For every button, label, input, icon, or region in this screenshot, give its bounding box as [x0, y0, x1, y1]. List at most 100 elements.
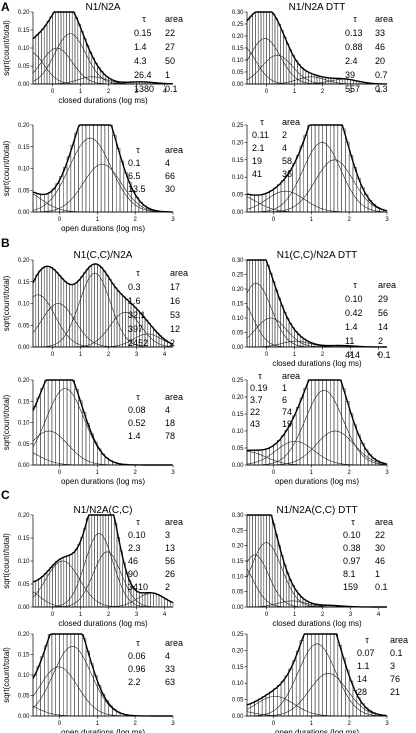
- x-tick-label: 1: [310, 470, 314, 476]
- tau-value: 2.4: [345, 56, 358, 66]
- tau-value: 557: [345, 84, 360, 94]
- y-tick-label: 0.30: [232, 10, 244, 16]
- histogram-chart: 0 1 2 3 0.00 0.05 0.10 0.15 0.20 0.25 open duratio…: [232, 371, 390, 486]
- area-value: 20: [375, 56, 385, 66]
- x-axis-label: open durations (log ms): [61, 477, 145, 486]
- area-value: 19: [282, 419, 292, 429]
- histogram-bar: [329, 379, 335, 466]
- area-value: 1: [375, 569, 380, 579]
- histogram-chart: 0 1 2 3 4 0.00 0.05 0.10 0.15 0.20 0.25 0.30 N1/N2A(…: [232, 505, 393, 628]
- histogram-bar: [122, 562, 126, 608]
- area-value: 14: [378, 322, 388, 332]
- area-value: 50: [165, 56, 175, 66]
- area-value: 12: [170, 324, 180, 334]
- histogram-bar: [252, 259, 256, 348]
- tau-value: 0.10: [343, 530, 361, 540]
- histogram-bar: [70, 144, 75, 213]
- histogram-bar: [85, 423, 91, 466]
- y-tick-label: 0.00: [18, 714, 30, 720]
- histogram-bar: [41, 28, 45, 85]
- tau-column-header: τ: [258, 371, 262, 381]
- histogram-bar: [150, 592, 154, 608]
- tau-value: 13.5: [128, 184, 146, 194]
- y-tick-label: 0.25: [232, 123, 244, 129]
- y-tick-label: 0.15: [18, 653, 30, 659]
- x-axis-label: open durations (log ms): [275, 477, 359, 486]
- histogram-bar: [261, 193, 267, 213]
- x-tick-label: 3: [349, 612, 353, 618]
- y-tick-label: 0.20: [18, 513, 30, 519]
- y-tick-label: 0.05: [232, 698, 244, 704]
- x-tick-label: 1: [96, 217, 100, 223]
- area-value: 27: [165, 42, 175, 52]
- area-value: 2: [170, 338, 175, 348]
- y-tick-label: 0.05: [18, 582, 30, 588]
- histogram-bar: [63, 11, 67, 85]
- tau-value: 0.42: [345, 308, 363, 318]
- tau-value: 90: [128, 569, 138, 579]
- y-tick-label: 0.25: [232, 22, 244, 28]
- histogram-bar: [51, 379, 56, 466]
- x-tick-label: 2: [107, 612, 111, 618]
- tau-value: 0.07: [357, 648, 375, 658]
- area-value: 0.1: [390, 648, 403, 658]
- histogram-bar: [116, 537, 121, 608]
- histogram-bar: [291, 585, 295, 608]
- area-column-header: area: [375, 517, 393, 527]
- y-axis-label: sqrt(count/total): [2, 394, 11, 450]
- area-value: 1: [282, 383, 287, 393]
- histogram-bar: [326, 379, 331, 466]
- y-tick-label: 0.05: [18, 323, 30, 329]
- histogram-bar: [314, 379, 320, 466]
- tau-value: 0.08: [128, 405, 146, 415]
- y-tick-label: 0.00: [18, 463, 30, 469]
- area-value: 0.1: [378, 350, 391, 360]
- x-tick-label: 1: [310, 217, 314, 223]
- area-value: 16: [170, 296, 180, 306]
- histogram-bar: [284, 429, 289, 466]
- histogram-bar: [307, 379, 312, 466]
- tau-value: 3.7: [250, 395, 263, 405]
- x-tick-label: 3: [349, 352, 353, 358]
- x-tick-label: 2: [347, 217, 351, 223]
- histogram-bar: [285, 572, 290, 608]
- y-tick-label: 0.15: [232, 46, 244, 52]
- histogram-chart: 0 1 2 3 40.000.050.100.150.20 N1(C,C)/N2Asqrt…: [2, 250, 188, 358]
- y-axis-label: sqrt(count/total): [2, 275, 11, 331]
- area-value: 63: [165, 677, 175, 687]
- histogram-bar: [104, 124, 109, 213]
- histogram-bar: [147, 592, 151, 608]
- tau-value: 414: [345, 350, 360, 360]
- y-tick-label: 0.20: [232, 140, 244, 146]
- y-tick-label: 0.10: [232, 316, 244, 322]
- tau-column-header: τ: [260, 117, 264, 127]
- area-value: 4: [165, 405, 170, 415]
- histogram-bar: [46, 570, 51, 608]
- component-curve: [246, 554, 387, 608]
- area-value: 22: [165, 28, 175, 38]
- chart-title: N1/N2A(C,C) DTT: [276, 505, 357, 516]
- area-value: 2: [165, 582, 170, 592]
- histogram-bar: [78, 124, 83, 213]
- area-value: 4: [282, 143, 287, 153]
- y-tick-label: 0.00: [232, 345, 244, 351]
- histogram-bar: [255, 259, 259, 348]
- histogram-bar: [254, 194, 259, 213]
- histogram-bar: [254, 449, 259, 466]
- y-tick-label: 0.15: [232, 559, 244, 565]
- component-curve: [32, 646, 173, 717]
- x-tick-label: 1: [79, 612, 83, 618]
- histogram-bar: [303, 633, 308, 717]
- histogram-bar: [250, 702, 255, 717]
- histogram-bar: [80, 276, 84, 348]
- y-tick-label: 0.25: [232, 378, 244, 384]
- y-tick-label: 0.15: [18, 280, 30, 286]
- component-curve: [246, 317, 387, 348]
- tau-value: 1.1: [357, 661, 370, 671]
- tau-value: 46: [128, 556, 138, 566]
- y-tick-label: 0.00: [18, 345, 30, 351]
- histogram-bar: [35, 274, 39, 348]
- histogram-bar: [285, 318, 290, 348]
- histogram-bar: [277, 297, 281, 348]
- y-tick-label: 0.25: [232, 528, 244, 534]
